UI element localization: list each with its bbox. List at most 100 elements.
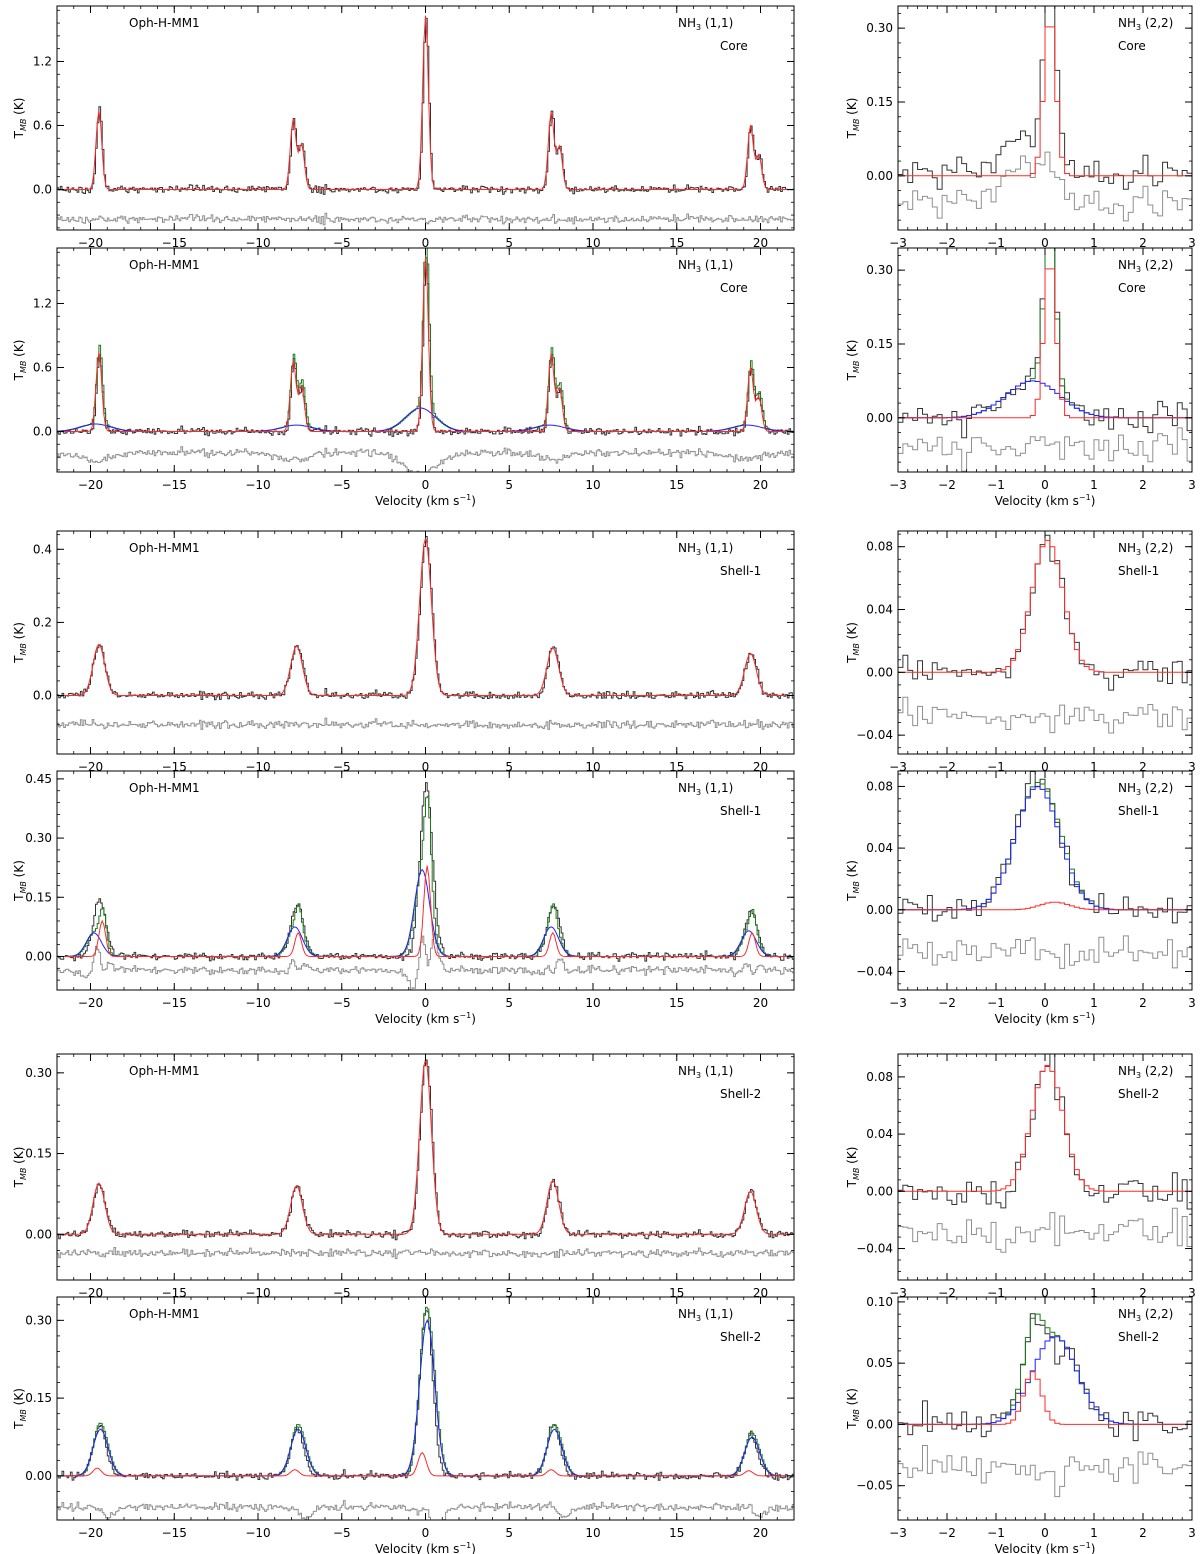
x-tick-label: −5 <box>333 996 351 1010</box>
x-axis-label: Velocity (km s−1) <box>995 1541 1096 1554</box>
narrow-component-line <box>57 865 794 957</box>
x-tick-label: −20 <box>78 1526 103 1540</box>
x-tick-label: 1 <box>1090 1286 1098 1300</box>
x-tick-label: 0 <box>1041 236 1049 250</box>
x-tick-label: 2 <box>1139 478 1147 492</box>
x-tick-label: −10 <box>245 478 270 492</box>
source-label: Oph-H-MM1 <box>129 541 200 555</box>
x-tick-label: −2 <box>938 1526 956 1540</box>
source-label: Oph-H-MM1 <box>129 1064 200 1078</box>
y-tick-label: 0.15 <box>25 1147 52 1161</box>
x-tick-label: 15 <box>669 478 684 492</box>
panel-6-right: −3 −2 −1 0 1 2 3 −0.05 0.00 0.05 0.10 TMB (K) Veloci… <box>845 1295 1196 1554</box>
plot-area <box>57 782 794 990</box>
x-tick-label: −2 <box>938 478 956 492</box>
x-tick-label: 1 <box>1090 1526 1098 1540</box>
y-axis-label: TMB (K) <box>845 860 861 902</box>
region-label: Shell-1 <box>1118 804 1159 818</box>
y-tick-label: 0.6 <box>33 360 52 374</box>
observed-spectrum <box>898 248 1192 439</box>
x-tick-label: −5 <box>333 1526 351 1540</box>
residual-line <box>898 696 1192 734</box>
transition-label: NH3 (2,2) <box>1118 1307 1173 1323</box>
x-tick-label: −20 <box>78 236 103 250</box>
residual-line <box>57 212 794 226</box>
x-tick-label: −2 <box>938 236 956 250</box>
x-tick-label: −3 <box>889 478 907 492</box>
y-tick-label: 0.08 <box>866 779 893 793</box>
x-tick-label: −10 <box>245 996 270 1010</box>
panel-frame <box>56 1053 795 1281</box>
x-tick-label: −5 <box>333 478 351 492</box>
y-tick-label: 0.0 <box>33 182 52 196</box>
y-tick-label: 0.30 <box>866 263 893 277</box>
observed-spectrum <box>57 17 794 195</box>
y-axis-label: TMB (K) <box>12 98 28 140</box>
x-tick-label: 2 <box>1139 1526 1147 1540</box>
region-label: Shell-1 <box>1118 564 1159 578</box>
x-tick-label: −15 <box>162 478 187 492</box>
plot-area <box>898 248 1192 472</box>
x-tick-label: −20 <box>78 996 103 1010</box>
narrow-component-line <box>898 901 1192 911</box>
x-tick-label: −1 <box>987 478 1005 492</box>
x-axis-label: Velocity (km s−1) <box>995 493 1096 508</box>
region-label: Core <box>1118 281 1146 295</box>
x-tick-label: 5 <box>505 478 513 492</box>
x-tick-label: 0 <box>422 996 430 1010</box>
x-axis-label: Velocity (km s−1) <box>995 1011 1096 1026</box>
panel-2-left: −20 −15 −10 −5 0 5 10 15 20 0.0 0.6 1.2 TMB (K) Veloc… <box>12 247 795 508</box>
x-tick-label: −15 <box>162 236 187 250</box>
residual-line <box>57 717 794 730</box>
observed-spectrum <box>898 1313 1192 1442</box>
plot-area <box>898 1313 1192 1498</box>
plot-area <box>57 1059 794 1260</box>
broad-component-line <box>898 380 1192 419</box>
x-tick-label: 5 <box>505 1286 513 1300</box>
x-tick-label: 1 <box>1090 760 1098 774</box>
y-axis-label: TMB (K) <box>845 1147 861 1189</box>
transition-label: NH3 (1,1) <box>678 1064 733 1080</box>
narrow-component-line <box>57 15 794 190</box>
observed-spectrum <box>57 536 794 701</box>
y-tick-label: −0.04 <box>856 728 893 742</box>
transition-label: NH3 (2,2) <box>1118 258 1173 274</box>
transition-label: NH3 (1,1) <box>678 16 733 32</box>
plot-area <box>898 771 1192 969</box>
x-tick-label: 10 <box>585 478 600 492</box>
observed-spectrum <box>57 1310 794 1481</box>
observed-spectrum <box>57 257 794 437</box>
x-tick-label: 1 <box>1090 478 1098 492</box>
transition-label: NH3 (2,2) <box>1118 541 1173 557</box>
plot-area <box>57 15 794 226</box>
y-tick-label: 0.4 <box>33 542 52 556</box>
panel-frame <box>56 530 795 755</box>
panel-4-right: −3 −2 −1 0 1 2 3 −0.04 0.00 0.04 0.08 TMB (K) Veloci… <box>845 770 1196 1026</box>
x-tick-label: 20 <box>753 996 768 1010</box>
panel-4-left: −20 −15 −10 −5 0 5 10 15 20 0.00 0.15 0.30 0.45 TMB (… <box>12 770 795 1026</box>
x-tick-label: 15 <box>669 1526 684 1540</box>
x-axis-label: Velocity (km s−1) <box>375 493 476 508</box>
x-tick-label: −3 <box>889 236 907 250</box>
region-label: Core <box>1118 39 1146 53</box>
y-tick-label: 0.00 <box>866 903 893 917</box>
transition-label: NH3 (2,2) <box>1118 781 1173 797</box>
x-tick-label: −15 <box>162 996 187 1010</box>
x-tick-label: 3 <box>1188 1286 1196 1300</box>
x-tick-label: 15 <box>669 996 684 1010</box>
x-tick-label: 1 <box>1090 236 1098 250</box>
broad-component-line <box>57 1319 794 1477</box>
y-tick-label: 0.2 <box>33 615 52 629</box>
plot-area <box>57 248 794 472</box>
narrow-component-line <box>898 1371 1192 1425</box>
y-tick-label: 0.15 <box>866 95 893 109</box>
y-tick-label: 0.00 <box>866 1417 893 1431</box>
y-tick-label: 0.15 <box>866 337 893 351</box>
y-axis-label: TMB (K) <box>12 1388 28 1430</box>
total-fit-line <box>57 1306 794 1477</box>
residual-line <box>57 1247 794 1260</box>
y-tick-label: 0.08 <box>866 1070 893 1084</box>
residual-line <box>57 1500 794 1520</box>
y-tick-label: 0.00 <box>866 1184 893 1198</box>
y-tick-label: 0.00 <box>866 665 893 679</box>
